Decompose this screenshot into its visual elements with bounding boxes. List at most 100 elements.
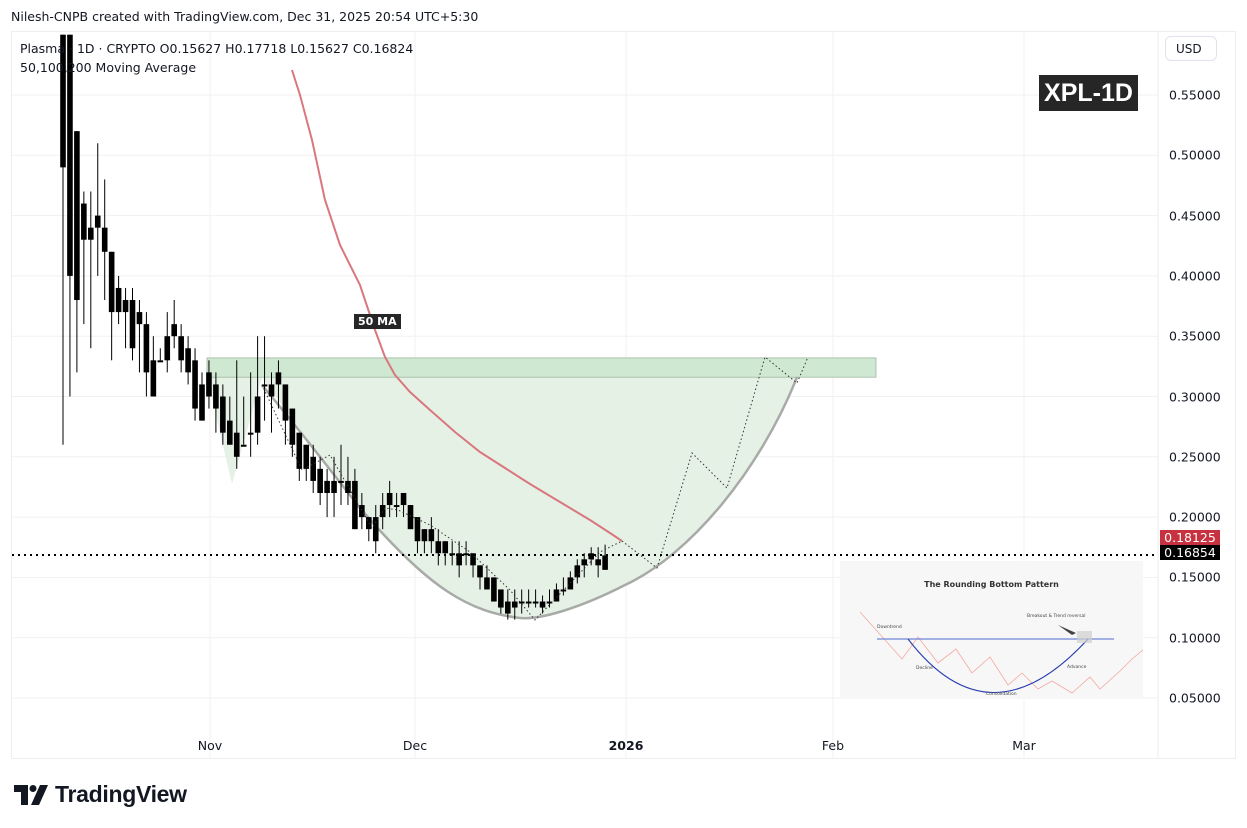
- candle[interactable]: [115, 275, 122, 325]
- candle[interactable]: [581, 553, 588, 578]
- inset-label-consolidation: Consolidation: [986, 692, 1017, 697]
- candle[interactable]: [595, 547, 601, 578]
- candle[interactable]: [317, 456, 323, 506]
- candle[interactable]: [233, 360, 240, 469]
- price-tick-label: 0.40000: [1169, 268, 1221, 284]
- candle[interactable]: [553, 583, 560, 602]
- candle[interactable]: [560, 577, 567, 596]
- candle[interactable]: [421, 529, 428, 554]
- candle[interactable]: [393, 492, 400, 518]
- candle[interactable]: [60, 34, 66, 445]
- candle[interactable]: [303, 444, 310, 481]
- candle[interactable]: [143, 312, 150, 397]
- candle[interactable]: [407, 505, 414, 530]
- candle[interactable]: [470, 553, 476, 578]
- candle[interactable]: [539, 595, 546, 614]
- candle[interactable]: [435, 529, 442, 566]
- candle[interactable]: [122, 287, 129, 349]
- currency-selector[interactable]: USD: [1165, 36, 1217, 61]
- candle[interactable]: [463, 541, 469, 566]
- candle[interactable]: [359, 492, 365, 530]
- candle[interactable]: [366, 517, 372, 542]
- candle[interactable]: [81, 191, 87, 325]
- candle[interactable]: [94, 143, 101, 276]
- candle[interactable]: [227, 396, 233, 445]
- candle[interactable]: [310, 444, 316, 493]
- candle[interactable]: [199, 372, 205, 421]
- candle[interactable]: [588, 547, 594, 566]
- symbol-ohlc-line: Plasma · 1D · CRYPTO O0.15627 H0.17718 L…: [20, 41, 414, 56]
- candle[interactable]: [220, 384, 226, 445]
- time-tick-label: Dec: [402, 738, 428, 753]
- inset-title: The Rounding Bottom Pattern: [924, 580, 1059, 589]
- candle[interactable]: [511, 589, 518, 620]
- candle[interactable]: [74, 131, 80, 373]
- candle[interactable]: [505, 589, 511, 620]
- candle[interactable]: [525, 589, 532, 608]
- inset-label-downtrend: Downtrend: [877, 625, 902, 630]
- indicator-line[interactable]: 50,100,200 Moving Average: [20, 60, 197, 75]
- time-tick-label: Nov: [197, 738, 223, 753]
- candle[interactable]: [428, 517, 435, 554]
- candle[interactable]: [386, 480, 393, 518]
- price-tick-label: 0.15000: [1169, 569, 1221, 585]
- price-tick-label: 0.20000: [1169, 509, 1221, 525]
- candle[interactable]: [268, 372, 275, 433]
- price-tick-label: 0.10000: [1169, 630, 1221, 646]
- candle[interactable]: [206, 360, 212, 409]
- candle[interactable]: [254, 336, 261, 445]
- candle[interactable]: [247, 372, 254, 457]
- candle[interactable]: [546, 589, 553, 608]
- candle[interactable]: [185, 336, 191, 385]
- candle[interactable]: [164, 312, 171, 373]
- candle[interactable]: [567, 571, 574, 590]
- last-price-tag: 0.16854: [1160, 545, 1220, 560]
- ma50-line: [291, 69, 623, 542]
- candle[interactable]: [296, 432, 303, 481]
- candle[interactable]: [289, 408, 296, 457]
- price-tick-label: 0.35000: [1169, 328, 1221, 344]
- candle[interactable]: [67, 34, 73, 397]
- candle[interactable]: [331, 456, 337, 518]
- candle[interactable]: [602, 544, 608, 570]
- candle[interactable]: [456, 541, 462, 578]
- candle[interactable]: [574, 559, 581, 584]
- candle[interactable]: [101, 179, 108, 301]
- candle[interactable]: [532, 589, 539, 608]
- candle[interactable]: [136, 300, 143, 373]
- candle[interactable]: [88, 191, 94, 349]
- candle[interactable]: [178, 324, 184, 373]
- candle[interactable]: [491, 577, 497, 602]
- candle[interactable]: [345, 456, 351, 506]
- candle[interactable]: [171, 300, 177, 349]
- candle[interactable]: [261, 336, 268, 421]
- projection-dotted-line: [621, 356, 809, 569]
- candle[interactable]: [108, 251, 115, 361]
- candle[interactable]: [240, 396, 247, 447]
- candle[interactable]: [282, 384, 289, 445]
- candle[interactable]: [150, 336, 157, 397]
- cup-arc: [261, 376, 799, 620]
- candle[interactable]: [484, 565, 490, 590]
- candle[interactable]: [275, 360, 282, 409]
- price-tick-label: 0.55000: [1169, 87, 1221, 103]
- candle[interactable]: [498, 589, 504, 614]
- tradingview-logo[interactable]: TradingView: [14, 781, 187, 808]
- candle[interactable]: [379, 492, 386, 530]
- candle[interactable]: [477, 565, 483, 590]
- candle[interactable]: [157, 348, 164, 363]
- candle[interactable]: [518, 589, 525, 614]
- candle[interactable]: [414, 517, 421, 554]
- time-tick-label: Mar: [1012, 738, 1036, 753]
- candle[interactable]: [324, 468, 330, 518]
- candle[interactable]: [372, 505, 379, 554]
- candle[interactable]: [449, 541, 455, 566]
- candle[interactable]: [442, 541, 449, 566]
- price-tick-label: 0.30000: [1169, 389, 1221, 404]
- candle[interactable]: [129, 287, 136, 361]
- candle[interactable]: [192, 348, 198, 421]
- tradingview-wordmark: TradingView: [55, 781, 187, 807]
- swing-dotted-line: [261, 384, 623, 621]
- candle[interactable]: [213, 372, 219, 433]
